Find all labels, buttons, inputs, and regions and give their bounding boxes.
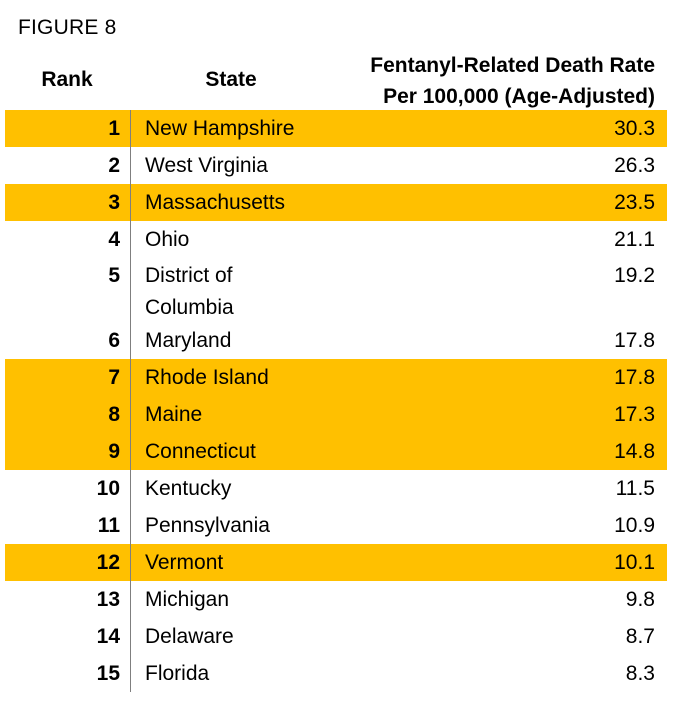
rank-cell: 7 — [108, 366, 120, 389]
rate-header-line-2: Per 100,000 (Age-Adjusted) — [383, 85, 655, 108]
table-row: 5 District of Columbia 19.2 — [0, 258, 681, 322]
state-cell: Delaware — [145, 625, 234, 648]
state-cell: New Hampshire — [145, 117, 295, 140]
table-row: 15 Florida 8.3 — [0, 655, 681, 692]
rank-cell: 14 — [96, 625, 120, 648]
rate-cell: 26.3 — [614, 154, 655, 177]
rank-cell: 8 — [108, 403, 120, 426]
rate-cell: 9.8 — [625, 588, 655, 611]
state-cell: West Virginia — [145, 154, 268, 177]
rate-cell: 10.9 — [614, 514, 655, 537]
row-highlight — [5, 433, 667, 470]
rate-cell: 8.3 — [625, 662, 655, 685]
rate-cell: 14.8 — [614, 440, 655, 463]
state-cell: Connecticut — [145, 440, 256, 463]
rate-cell: 8.7 — [625, 625, 655, 648]
table-row: 6 Maryland 17.8 — [0, 322, 681, 359]
state-cell: Kentucky — [145, 477, 232, 500]
rank-cell: 4 — [108, 228, 120, 251]
rank-cell: 6 — [108, 329, 120, 352]
table-row: 7 Rhode Island 17.8 — [0, 359, 681, 396]
rank-cell: 1 — [108, 117, 120, 140]
state-cell: Massachusetts — [145, 191, 286, 214]
table-header: Rank State Fentanyl-Related Death Rate P… — [0, 50, 681, 112]
rate-cell: 10.1 — [614, 551, 655, 574]
state-cell-line-2: Columbia — [145, 296, 234, 319]
table-row: 9 Connecticut 14.8 — [0, 433, 681, 470]
rank-cell: 10 — [96, 477, 120, 500]
row-highlight — [5, 544, 667, 581]
rate-column-header: Fentanyl-Related Death Rate Per 100,000 … — [370, 50, 655, 112]
rate-cell: 23.5 — [614, 191, 655, 214]
rank-cell: 2 — [108, 154, 120, 177]
rate-cell: 21.1 — [614, 228, 655, 251]
row-highlight — [5, 359, 667, 396]
rate-cell: 17.8 — [614, 366, 655, 389]
figure-label: FIGURE 8 — [18, 16, 117, 39]
rank-cell: 15 — [96, 662, 120, 685]
rank-cell: 13 — [96, 588, 120, 611]
table-row: 10 Kentucky 11.5 — [0, 470, 681, 507]
rank-column-header: Rank — [41, 68, 93, 91]
state-column-header: State — [205, 68, 257, 91]
rank-cell: 5 — [108, 264, 120, 287]
table-row: 3 Massachusetts 23.5 — [0, 184, 681, 221]
row-highlight — [5, 396, 667, 433]
state-cell: Florida — [145, 662, 210, 685]
state-cell: Michigan — [145, 588, 230, 611]
state-cell: Maryland — [145, 329, 232, 352]
rank-cell: 9 — [108, 440, 120, 463]
rank-cell: 11 — [97, 514, 120, 537]
table-row: 13 Michigan 9.8 — [0, 581, 681, 618]
table-row: 12 Vermont 10.1 — [0, 544, 681, 581]
table-row: 14 Delaware 8.7 — [0, 618, 681, 655]
rate-cell: 17.3 — [614, 403, 655, 426]
rate-cell: 19.2 — [614, 264, 655, 287]
row-highlight — [5, 184, 667, 221]
table-row: 4 Ohio 21.1 — [0, 221, 681, 258]
rate-cell: 11.5 — [615, 477, 655, 500]
row-highlight — [5, 110, 667, 147]
state-cell: Rhode Island — [145, 366, 269, 389]
state-cell: District of Columbia — [145, 260, 345, 324]
state-cell: Vermont — [145, 551, 224, 574]
table-row: 8 Maine 17.3 — [0, 396, 681, 433]
rate-cell: 30.3 — [614, 117, 655, 140]
rank-cell: 12 — [96, 551, 120, 574]
rank-cell: 3 — [108, 191, 120, 214]
table-row: 2 West Virginia 26.3 — [0, 147, 681, 184]
table-row: 1 New Hampshire 30.3 — [0, 110, 681, 147]
column-divider — [130, 110, 131, 692]
state-cell: Pennsylvania — [145, 514, 270, 537]
state-cell-line-1: District of — [145, 264, 233, 287]
rate-cell: 17.8 — [614, 329, 655, 352]
rate-header-line-1: Fentanyl-Related Death Rate — [370, 54, 655, 77]
state-cell: Ohio — [145, 228, 190, 251]
ranking-table: 1 New Hampshire 30.3 2 West Virginia 26.3 3 Mas… — [0, 110, 681, 692]
state-cell: Maine — [145, 403, 203, 426]
table-row: 11 Pennsylvania 10.9 — [0, 507, 681, 544]
